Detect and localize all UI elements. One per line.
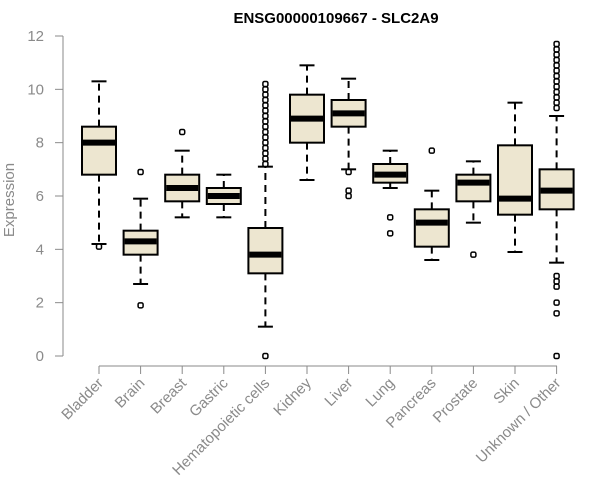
outlier-point [553, 56, 560, 64]
box-group [164, 128, 201, 219]
outlier-point [553, 46, 560, 53]
y-tick-label: 6 [36, 188, 44, 205]
box-group [372, 149, 409, 237]
box-group [413, 147, 450, 261]
outlier-point [553, 94, 560, 101]
outlier-point [262, 118, 269, 125]
outlier-point [262, 352, 269, 360]
box-group [538, 40, 575, 360]
outlier-point [262, 96, 269, 104]
box-group [455, 160, 492, 258]
outlier-point [262, 91, 269, 98]
outlier-point [553, 62, 560, 69]
box-group [205, 173, 242, 219]
outlier-point [553, 283, 560, 290]
y-axis-label: Expression [1, 163, 18, 237]
outlier-point [262, 139, 269, 146]
y-tick-label: 2 [36, 295, 44, 312]
x-tick-label: Kidney [270, 374, 315, 419]
x-tick-label: Prostate [430, 375, 482, 427]
outlier-point [262, 112, 269, 120]
box-group [289, 64, 325, 181]
outlier-point [95, 243, 103, 250]
outlier-point [262, 134, 269, 141]
box-iqr [455, 173, 492, 203]
x-tick-label: Bladder [58, 375, 107, 424]
outlier-point [553, 104, 560, 112]
outlier-point [262, 102, 269, 109]
box-group [330, 77, 367, 200]
x-tick-label: Brain [112, 375, 149, 412]
outlier-point [262, 123, 269, 130]
y-tick-label: 0 [36, 348, 44, 365]
chart-title: ENSG00000109667 - SLC2A9 [233, 10, 438, 27]
x-tick-label: Breast [147, 374, 190, 417]
outlier-point [137, 302, 144, 309]
outlier-point [553, 278, 560, 285]
outlier-point [553, 99, 560, 106]
outlier-point [262, 155, 269, 162]
outlier-point [262, 144, 269, 152]
boxes [81, 40, 575, 360]
box-group [122, 168, 159, 309]
outlier-point [262, 160, 269, 168]
outlier-point [345, 168, 352, 176]
outlier-point [553, 272, 560, 280]
outlier-point [262, 128, 269, 136]
box-iqr [247, 227, 284, 275]
outlier-point [262, 107, 269, 114]
outlier-point [553, 352, 560, 360]
box-iqr [497, 144, 533, 216]
y-tick-label: 12 [27, 28, 44, 45]
outlier-point [262, 86, 269, 93]
outlier-point [262, 150, 269, 157]
box-iqr [413, 208, 450, 248]
outlier-point [553, 88, 560, 96]
outlier-point [428, 147, 436, 154]
y-tick-label: 4 [36, 241, 44, 258]
y-tick-label: 10 [27, 81, 44, 98]
outlier-point [553, 51, 560, 58]
outlier-point [553, 83, 560, 90]
x-tick-label: Liver [321, 375, 356, 410]
box-iqr [81, 125, 117, 176]
x-tick-label: Lung [362, 375, 398, 411]
outlier-point [553, 67, 560, 74]
outlier-point [178, 128, 186, 136]
outlier-point [553, 310, 560, 317]
outlier-point [553, 78, 560, 85]
outlier-point [137, 168, 144, 176]
outlier-point [345, 187, 352, 194]
x-tick-label: Skin [490, 375, 523, 408]
outlier-point [553, 40, 560, 48]
outlier-point [262, 80, 269, 88]
y-tick-label: 8 [36, 135, 44, 152]
y-ticks: 0 2 4 6 8 10 12 [27, 28, 63, 365]
outlier-point [553, 72, 560, 80]
outlier-point [386, 214, 394, 221]
box-group [247, 80, 284, 360]
box-group [497, 101, 533, 253]
outlier-point [553, 299, 560, 306]
box-group [81, 80, 117, 250]
outlier-point [345, 192, 352, 200]
outlier-point [386, 230, 394, 237]
outlier-point [470, 251, 477, 258]
